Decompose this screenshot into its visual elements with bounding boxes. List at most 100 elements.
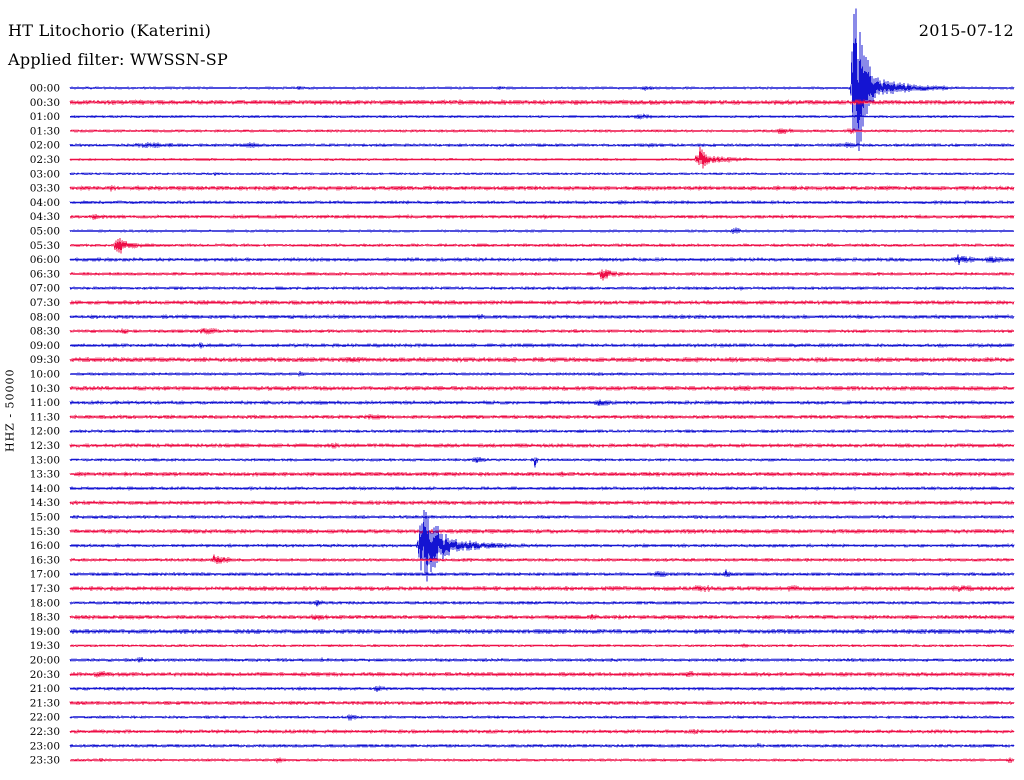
time-label: 11:00	[30, 397, 60, 409]
trace-19:30	[69, 642, 1015, 649]
time-label: 04:00	[30, 197, 60, 209]
time-label: 00:00	[30, 83, 60, 95]
trace-23:00	[69, 742, 1015, 749]
trace-03:30	[69, 184, 1015, 193]
time-label: 05:30	[30, 240, 60, 252]
time-label: 16:30	[30, 554, 60, 566]
time-label: 15:30	[30, 526, 60, 538]
time-label: 03:30	[30, 183, 60, 195]
trace-16:00	[69, 510, 1015, 582]
trace-14:00	[69, 485, 1015, 491]
time-label: 13:30	[30, 469, 60, 481]
trace-12:30	[69, 441, 1015, 450]
channel-scale-label: HHZ - 50000	[3, 368, 17, 452]
time-label: 14:00	[30, 483, 60, 495]
time-label: 10:30	[30, 383, 60, 395]
trace-14:30	[69, 499, 1015, 506]
trace-03:00	[69, 171, 1015, 177]
trace-16:30	[69, 554, 1015, 564]
time-label: 11:30	[30, 411, 60, 423]
trace-06:30	[69, 269, 1015, 281]
time-label: 13:00	[30, 454, 60, 466]
trace-13:00	[69, 456, 1015, 468]
time-label: 21:00	[30, 683, 60, 695]
time-label: 20:30	[30, 669, 60, 681]
time-label: 09:00	[30, 340, 60, 352]
time-label: 08:00	[30, 311, 60, 323]
time-label: 23:30	[30, 755, 60, 767]
trace-15:00	[69, 514, 1015, 520]
trace-11:30	[69, 413, 1015, 421]
time-label: 02:30	[30, 154, 60, 166]
trace-23:30	[69, 756, 1015, 765]
trace-10:00	[69, 370, 1015, 378]
time-label: 17:30	[30, 583, 60, 595]
time-label: 21:30	[30, 697, 60, 709]
trace-20:00	[69, 656, 1015, 663]
time-label: 05:00	[30, 226, 60, 238]
trace-05:30	[69, 237, 1015, 254]
time-label: 22:30	[30, 726, 60, 738]
trace-05:00	[69, 226, 1015, 235]
trace-18:30	[69, 613, 1015, 622]
time-label: 23:00	[30, 740, 60, 752]
time-label: 12:30	[30, 440, 60, 452]
filter-label: Applied filter: WWSSN-SP	[8, 50, 229, 69]
time-label: 19:00	[30, 626, 60, 638]
trace-07:30	[69, 299, 1015, 306]
time-label: 06:30	[30, 268, 60, 280]
trace-09:00	[69, 341, 1015, 349]
trace-19:00	[69, 628, 1015, 635]
trace-15:30	[69, 528, 1015, 535]
trace-22:30	[69, 727, 1015, 735]
trace-00:00	[69, 8, 1015, 152]
trace-02:00	[69, 141, 1015, 149]
time-label: 08:30	[30, 326, 60, 338]
trace-08:30	[69, 327, 1015, 336]
time-label: 02:00	[30, 140, 60, 152]
time-label: 00:30	[30, 97, 60, 109]
time-label: 07:30	[30, 297, 60, 309]
trace-17:30	[69, 584, 1015, 593]
time-label: 17:00	[30, 569, 60, 581]
trace-17:00	[69, 569, 1015, 579]
trace-07:00	[69, 285, 1015, 291]
time-label: 04:30	[30, 211, 60, 223]
trace-13:30	[69, 471, 1015, 478]
time-label: 16:00	[30, 540, 60, 552]
time-label: 18:00	[30, 597, 60, 609]
station-title: HT Litochorio (Katerini)	[8, 21, 212, 40]
time-label: 01:30	[30, 125, 60, 137]
trace-08:00	[69, 313, 1015, 321]
time-label: 22:00	[30, 712, 60, 724]
trace-09:30	[69, 355, 1015, 364]
time-label: 15:00	[30, 512, 60, 524]
trace-18:00	[69, 599, 1015, 607]
trace-22:00	[69, 713, 1015, 722]
time-label: 10:00	[30, 369, 60, 381]
trace-21:00	[69, 685, 1015, 692]
time-label: 06:00	[30, 254, 60, 266]
trace-06:00	[69, 254, 1015, 265]
trace-02:30	[69, 146, 1015, 169]
time-label: 19:30	[30, 640, 60, 652]
date-label: 2015-07-12	[918, 21, 1014, 40]
time-label: 03:00	[30, 168, 60, 180]
time-label: 14:30	[30, 497, 60, 509]
time-label: 01:00	[30, 111, 60, 123]
trace-10:30	[69, 384, 1015, 392]
trace-00:30	[69, 98, 1015, 106]
trace-12:00	[69, 428, 1015, 434]
time-label: 07:00	[30, 283, 60, 295]
trace-20:30	[69, 669, 1015, 679]
time-label: 20:00	[30, 655, 60, 667]
trace-04:00	[69, 199, 1015, 206]
time-label: 12:00	[30, 426, 60, 438]
trace-01:00	[69, 112, 1015, 121]
trace-21:30	[69, 699, 1015, 706]
time-label: 09:30	[30, 354, 60, 366]
trace-04:30	[69, 213, 1015, 221]
trace-11:00	[69, 399, 1015, 407]
